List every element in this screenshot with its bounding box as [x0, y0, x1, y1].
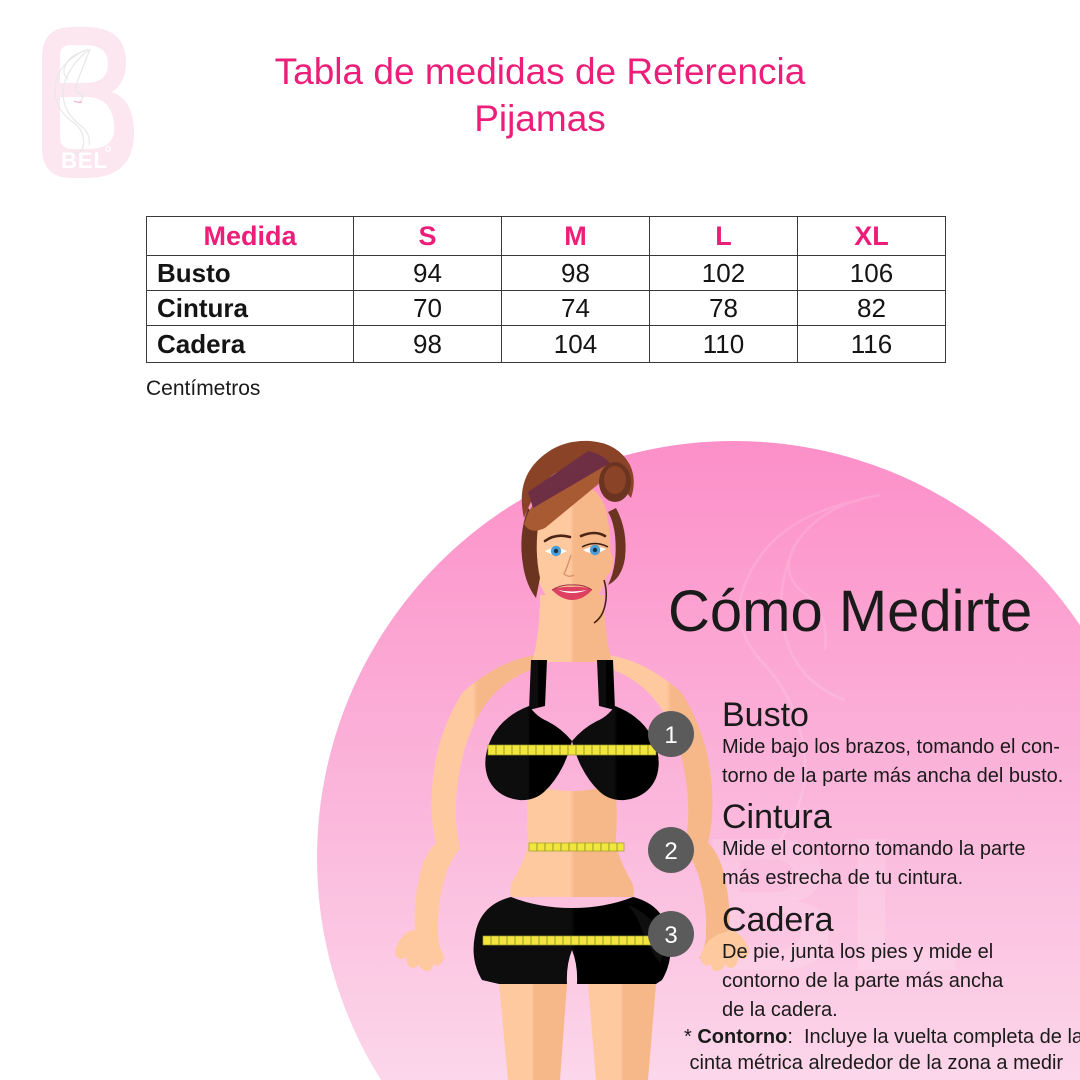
svg-text:1: 1: [664, 722, 677, 749]
svg-text:2: 2: [664, 838, 677, 865]
svg-text:3: 3: [664, 922, 677, 949]
